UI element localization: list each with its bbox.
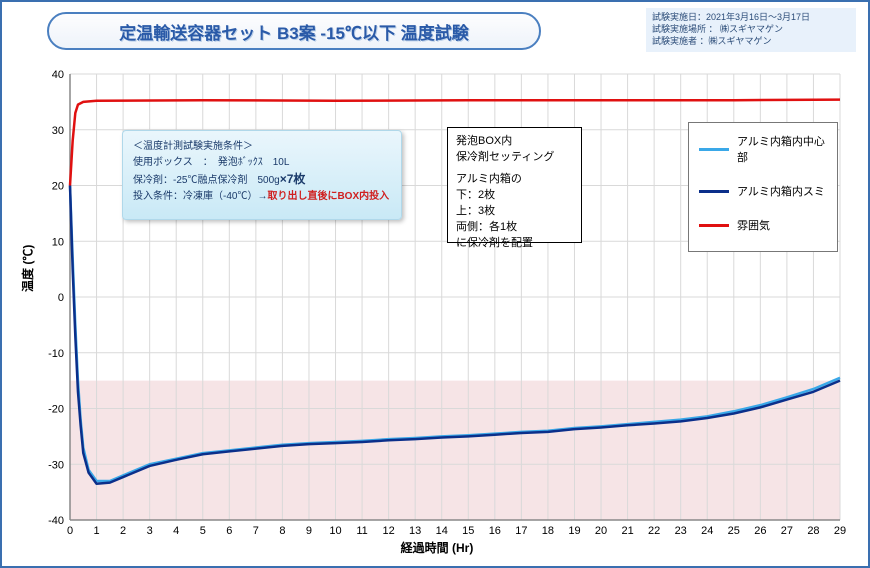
conditions-box: ＜温度計測試験実施条件＞ 使用ボックス ： 発泡ﾎﾞｯｸｽ 10L 保冷剤：-2… <box>122 130 402 220</box>
svg-text:40: 40 <box>52 69 64 81</box>
svg-text:29: 29 <box>834 525 846 537</box>
cond-header: ＜温度計測試験実施条件＞ <box>133 139 391 155</box>
legend-item-1: アルミ内箱内スミ <box>699 183 827 199</box>
svg-text:27: 27 <box>781 525 793 537</box>
meta-line1: 試験実施日：2021年3月16日～3月17日 <box>652 11 850 23</box>
svg-text:9: 9 <box>306 525 312 537</box>
legend-swatch-2 <box>699 224 729 227</box>
svg-text:16: 16 <box>489 525 501 537</box>
svg-text:4: 4 <box>173 525 179 537</box>
title-text: 定温輸送容器セット B3案 -15℃以下 温度試験 <box>119 19 468 44</box>
legend-label-0: アルミ内箱内中心部 <box>737 133 827 165</box>
svg-text:7: 7 <box>253 525 259 537</box>
cond-line1: 使用ボックス ： 発泡ﾎﾞｯｸｽ 10L <box>133 155 391 171</box>
meta-line2: 試験実施場所 ： ㈱スギヤマゲン <box>652 23 850 35</box>
svg-text:20: 20 <box>595 525 607 537</box>
legend-item-2: 雰囲気 <box>699 217 827 233</box>
svg-text:5: 5 <box>200 525 206 537</box>
svg-text:3: 3 <box>147 525 153 537</box>
svg-text:26: 26 <box>754 525 766 537</box>
legend-item-0: アルミ内箱内中心部 <box>699 133 827 165</box>
svg-text:21: 21 <box>621 525 633 537</box>
meta-box: 試験実施日：2021年3月16日～3月17日 試験実施場所 ： ㈱スギヤマゲン … <box>646 8 856 52</box>
svg-text:24: 24 <box>701 525 713 537</box>
setup-l6: 両側：各1枚 <box>456 220 573 236</box>
setup-l2: 保冷剤セッティング <box>456 150 573 166</box>
svg-text:-10: -10 <box>48 348 64 360</box>
svg-text:2: 2 <box>120 525 126 537</box>
svg-text:19: 19 <box>568 525 580 537</box>
setup-box: 発泡BOX内 保冷剤セッティング アルミ内箱の 下：2枚 上：3枚 両側：各1枚… <box>447 127 582 243</box>
setup-l1: 発泡BOX内 <box>456 134 573 150</box>
svg-text:20: 20 <box>52 181 64 193</box>
svg-text:6: 6 <box>226 525 232 537</box>
svg-text:17: 17 <box>515 525 527 537</box>
svg-text:13: 13 <box>409 525 421 537</box>
y-axis-label: 温度 (℃) <box>19 245 36 292</box>
svg-text:-20: -20 <box>48 404 64 416</box>
svg-text:8: 8 <box>279 525 285 537</box>
cond-line2: 保冷剤：-25℃融点保冷剤 500g×7枚 <box>133 170 391 189</box>
page: 定温輸送容器セット B3案 -15℃以下 温度試験 試験実施日：2021年3月1… <box>0 0 870 568</box>
svg-text:-30: -30 <box>48 459 64 471</box>
legend-label-1: アルミ内箱内スミ <box>737 183 825 199</box>
svg-text:-40: -40 <box>48 515 64 527</box>
setup-l3: アルミ内箱の <box>456 172 573 188</box>
svg-text:11: 11 <box>356 525 367 537</box>
svg-text:23: 23 <box>675 525 687 537</box>
setup-l5: 上：3枚 <box>456 204 573 220</box>
title-box: 定温輸送容器セット B3案 -15℃以下 温度試験 <box>47 12 541 50</box>
legend-swatch-0 <box>699 148 729 151</box>
svg-text:22: 22 <box>648 525 660 537</box>
svg-text:30: 30 <box>52 125 64 137</box>
setup-l7: に保冷剤を配置 <box>456 236 573 252</box>
svg-text:12: 12 <box>382 525 394 537</box>
meta-line3: 試験実施者 ：㈱スギヤマゲン <box>652 35 850 47</box>
x-axis-label: 経過時間 (Hr) <box>22 539 852 556</box>
legend-label-2: 雰囲気 <box>737 217 770 233</box>
legend-swatch-1 <box>699 190 729 193</box>
svg-text:18: 18 <box>542 525 554 537</box>
svg-text:28: 28 <box>807 525 819 537</box>
svg-text:25: 25 <box>728 525 740 537</box>
svg-text:15: 15 <box>462 525 474 537</box>
setup-l4: 下：2枚 <box>456 188 573 204</box>
svg-text:10: 10 <box>52 236 64 248</box>
legend: アルミ内箱内中心部 アルミ内箱内スミ 雰囲気 <box>688 122 838 252</box>
svg-text:0: 0 <box>67 525 73 537</box>
svg-text:1: 1 <box>93 525 99 537</box>
svg-text:10: 10 <box>329 525 341 537</box>
cond-line3: 投入条件：冷凍庫（-40℃）→取り出し直後にBOX内投入 <box>133 189 391 205</box>
svg-text:14: 14 <box>436 525 448 537</box>
svg-text:0: 0 <box>58 292 64 304</box>
